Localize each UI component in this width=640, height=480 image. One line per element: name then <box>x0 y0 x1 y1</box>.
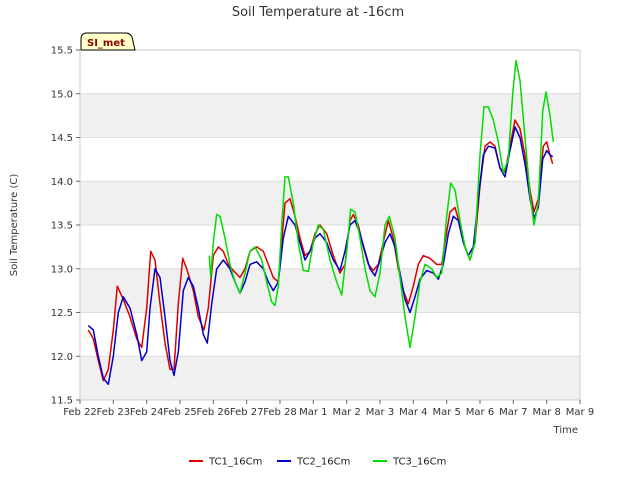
legend-label: TC3_16Cm <box>392 457 446 468</box>
x-tick-label: Feb 25 <box>163 407 197 418</box>
x-tick-label: Feb 23 <box>97 407 131 418</box>
x-tick-label: Mar 4 <box>399 407 427 418</box>
y-axis-ticks: 11.5 12.0 12.5 13.0 13.5 14.0 14.5 15.0 15.5 <box>51 46 80 407</box>
badge-shape <box>80 32 136 51</box>
y-tick-label: 14.0 <box>51 177 73 188</box>
x-tick-label: Feb 27 <box>230 407 264 418</box>
grid-band <box>80 93 580 138</box>
grid-band <box>80 268 580 313</box>
legend: TC1_16Cm TC2_16Cm TC3_16Cm <box>189 457 446 468</box>
site-badge: SI_met <box>80 32 136 51</box>
y-tick-label: 12.5 <box>51 308 73 319</box>
grid-band <box>80 356 580 400</box>
series-line-tc2-16cm <box>87 126 554 386</box>
y-tick-label: 15.0 <box>51 89 73 100</box>
legend-label: TC2_16Cm <box>296 457 350 468</box>
x-tick-label: Mar 6 <box>466 407 494 418</box>
legend-item: TC2_16Cm <box>277 457 350 468</box>
grid-band <box>80 181 580 225</box>
series-lines <box>87 59 555 386</box>
y-tick-label: 13.0 <box>51 264 73 275</box>
x-tick-label: Mar 8 <box>532 407 560 418</box>
chart-title: Soil Temperature at -16cm <box>232 5 404 20</box>
x-tick-label: Feb 28 <box>263 407 297 418</box>
y-tick-label: 11.5 <box>51 396 73 407</box>
x-tick-label: Feb 22 <box>63 407 97 418</box>
series-line-tc3-16cm <box>208 59 555 349</box>
legend-item: TC1_16Cm <box>189 457 262 468</box>
x-tick-label: Mar 9 <box>566 407 594 418</box>
y-tick-label: 12.0 <box>51 352 73 363</box>
x-tick-label: Mar 7 <box>499 407 527 418</box>
legend-item: TC3_16Cm <box>373 457 446 468</box>
legend-label: TC1_16Cm <box>208 457 262 468</box>
y-axis-label: Soil Temperature (C) <box>9 174 20 277</box>
x-tick-label: Mar 5 <box>432 407 460 418</box>
badge-label: SI_met <box>87 38 125 49</box>
x-tick-label: Feb 24 <box>130 407 164 418</box>
x-tick-label: Mar 1 <box>299 407 327 418</box>
x-axis-ticks: Feb 22 Feb 23 Feb 24 Feb 25 Feb 26 Feb 27 Feb … <box>63 400 594 418</box>
x-tick-label: Mar 2 <box>332 407 360 418</box>
y-tick-label: 14.5 <box>51 133 73 144</box>
y-tick-label: 15.5 <box>51 46 73 57</box>
y-tick-label: 13.5 <box>51 221 73 232</box>
x-axis-label: Time <box>553 425 578 436</box>
x-tick-label: Mar 3 <box>366 407 394 418</box>
x-tick-label: Feb 26 <box>197 407 231 418</box>
